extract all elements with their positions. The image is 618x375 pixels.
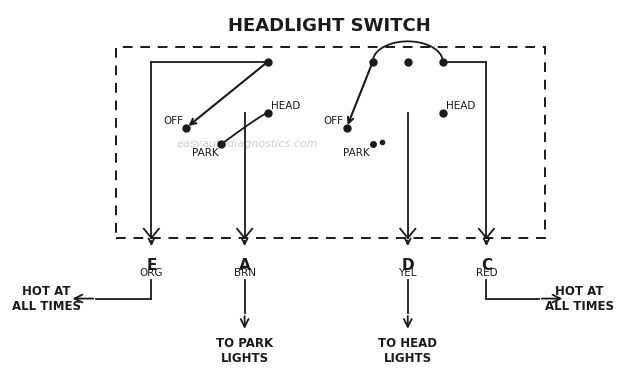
Text: RED: RED — [476, 268, 497, 278]
Text: C: C — [481, 258, 492, 273]
Text: ORG: ORG — [140, 268, 163, 278]
Text: HEADLIGHT SWITCH: HEADLIGHT SWITCH — [228, 18, 431, 36]
Text: HOT AT
ALL TIMES: HOT AT ALL TIMES — [545, 285, 614, 312]
Text: OFF: OFF — [324, 116, 344, 126]
Text: HEAD: HEAD — [446, 101, 475, 111]
Text: PARK: PARK — [192, 148, 218, 158]
Text: YEL: YEL — [399, 268, 417, 278]
Text: PARK: PARK — [343, 148, 370, 158]
Text: HOT AT
ALL TIMES: HOT AT ALL TIMES — [12, 285, 81, 312]
Text: A: A — [239, 258, 250, 273]
Text: TO PARK
LIGHTS: TO PARK LIGHTS — [216, 337, 273, 365]
Text: OFF: OFF — [163, 116, 184, 126]
Text: D: D — [402, 258, 414, 273]
Text: E: E — [146, 258, 156, 273]
Text: TO HEAD
LIGHTS: TO HEAD LIGHTS — [378, 337, 438, 365]
Text: BRN: BRN — [234, 268, 256, 278]
Text: easyautodiagnostics.com: easyautodiagnostics.com — [177, 139, 318, 149]
Text: HEAD: HEAD — [271, 101, 300, 111]
